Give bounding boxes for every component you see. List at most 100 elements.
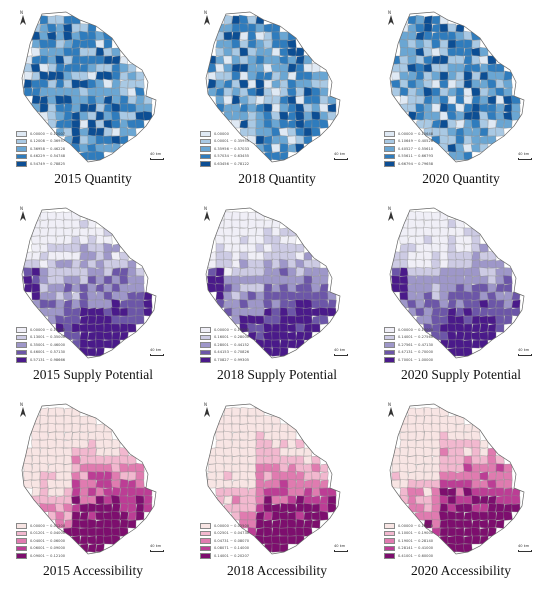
admin-unit	[422, 423, 433, 433]
admin-unit	[223, 23, 233, 33]
legend-label: 0.02501 ~ 0.04730	[214, 531, 250, 536]
admin-unit	[31, 447, 41, 457]
admin-unit	[135, 103, 145, 113]
admin-unit	[231, 54, 241, 65]
choropleth-map	[389, 207, 525, 359]
legend-label: 0.36958 ~ 0.46228	[30, 146, 66, 151]
admin-unit	[47, 275, 57, 285]
admin-unit	[271, 331, 281, 341]
legend-item: 0.14001 ~ 0.20207	[200, 552, 249, 560]
admin-unit	[119, 527, 129, 537]
admin-unit	[71, 111, 81, 121]
admin-unit	[399, 103, 409, 113]
legend-label: 0.54749 ~ 0.78825	[30, 161, 66, 166]
admin-unit	[39, 227, 49, 237]
legend-item: 0.41001 ~ 0.60000	[384, 552, 433, 560]
admin-unit	[487, 471, 497, 481]
choropleth-map	[21, 207, 157, 359]
admin-unit	[135, 79, 145, 89]
admin-unit	[79, 95, 89, 105]
admin-unit	[39, 78, 49, 89]
admin-unit	[263, 503, 273, 513]
admin-unit	[79, 423, 89, 433]
admin-unit	[447, 519, 457, 529]
admin-unit	[447, 323, 457, 333]
admin-unit	[431, 267, 441, 277]
admin-unit	[87, 282, 97, 293]
panel-caption: 2018 Quantity	[238, 171, 316, 186]
admin-unit	[54, 283, 65, 293]
admin-unit	[439, 274, 449, 285]
legend-swatch	[16, 161, 27, 167]
admin-unit	[119, 103, 129, 113]
admin-unit	[447, 299, 457, 309]
admin-unit	[119, 502, 129, 513]
admin-unit	[486, 479, 497, 489]
admin-unit	[462, 251, 473, 261]
admin-unit	[103, 283, 113, 293]
legend-item: 0.06001 ~ 0.09000	[16, 545, 65, 553]
admin-unit	[463, 495, 473, 505]
admin-unit	[423, 63, 433, 73]
admin-unit	[95, 486, 105, 497]
admin-unit	[23, 471, 33, 481]
admin-unit	[287, 518, 297, 529]
admin-unit	[471, 71, 481, 81]
admin-unit	[270, 111, 281, 121]
admin-unit	[423, 118, 433, 129]
admin-unit	[438, 235, 449, 245]
admin-unit	[215, 487, 225, 497]
admin-unit	[279, 519, 289, 529]
admin-unit	[231, 15, 241, 25]
admin-unit	[479, 487, 489, 497]
admin-unit	[287, 439, 297, 449]
admin-unit	[415, 463, 425, 473]
admin-unit	[63, 94, 73, 105]
admin-unit	[263, 47, 273, 57]
admin-unit	[407, 218, 417, 229]
admin-unit	[486, 315, 497, 325]
admin-unit	[215, 235, 225, 245]
admin-unit	[487, 87, 497, 97]
admin-unit	[487, 79, 497, 89]
admin-unit	[471, 266, 481, 277]
map-units	[391, 210, 521, 357]
admin-unit	[270, 143, 281, 153]
admin-unit	[215, 439, 225, 449]
admin-unit	[231, 495, 241, 505]
admin-unit	[471, 299, 481, 309]
admin-unit	[63, 407, 73, 417]
admin-unit	[111, 135, 121, 145]
admin-unit	[263, 423, 273, 433]
legend-swatch	[200, 131, 211, 137]
admin-unit	[447, 535, 457, 545]
admin-unit	[271, 95, 281, 105]
admin-unit	[126, 495, 137, 505]
admin-unit	[295, 315, 305, 325]
admin-unit	[223, 266, 233, 277]
admin-unit	[447, 331, 457, 341]
admin-unit	[463, 55, 473, 65]
legend-label: 0.00000 ~ 0.16000	[214, 327, 250, 332]
admin-unit	[423, 495, 433, 505]
legend-item: 0.57034 ~ 0.63455	[200, 153, 249, 161]
admin-unit	[295, 55, 305, 65]
admin-unit	[279, 95, 289, 105]
admin-unit	[487, 135, 497, 145]
admin-unit	[239, 495, 249, 505]
admin-unit	[470, 31, 481, 41]
admin-unit	[223, 299, 233, 309]
admin-unit	[502, 510, 513, 521]
admin-unit	[215, 243, 225, 253]
north-arrow-icon: N	[18, 402, 28, 418]
admin-unit	[223, 95, 233, 105]
admin-unit	[495, 283, 505, 293]
admin-unit	[439, 331, 449, 341]
admin-unit	[271, 55, 281, 65]
legend-label: 0.70827 ~ 0.99305	[214, 357, 250, 362]
admin-unit	[71, 423, 81, 433]
admin-unit	[423, 471, 433, 481]
admin-unit	[126, 283, 137, 293]
admin-unit	[55, 463, 65, 473]
admin-unit	[447, 151, 457, 161]
